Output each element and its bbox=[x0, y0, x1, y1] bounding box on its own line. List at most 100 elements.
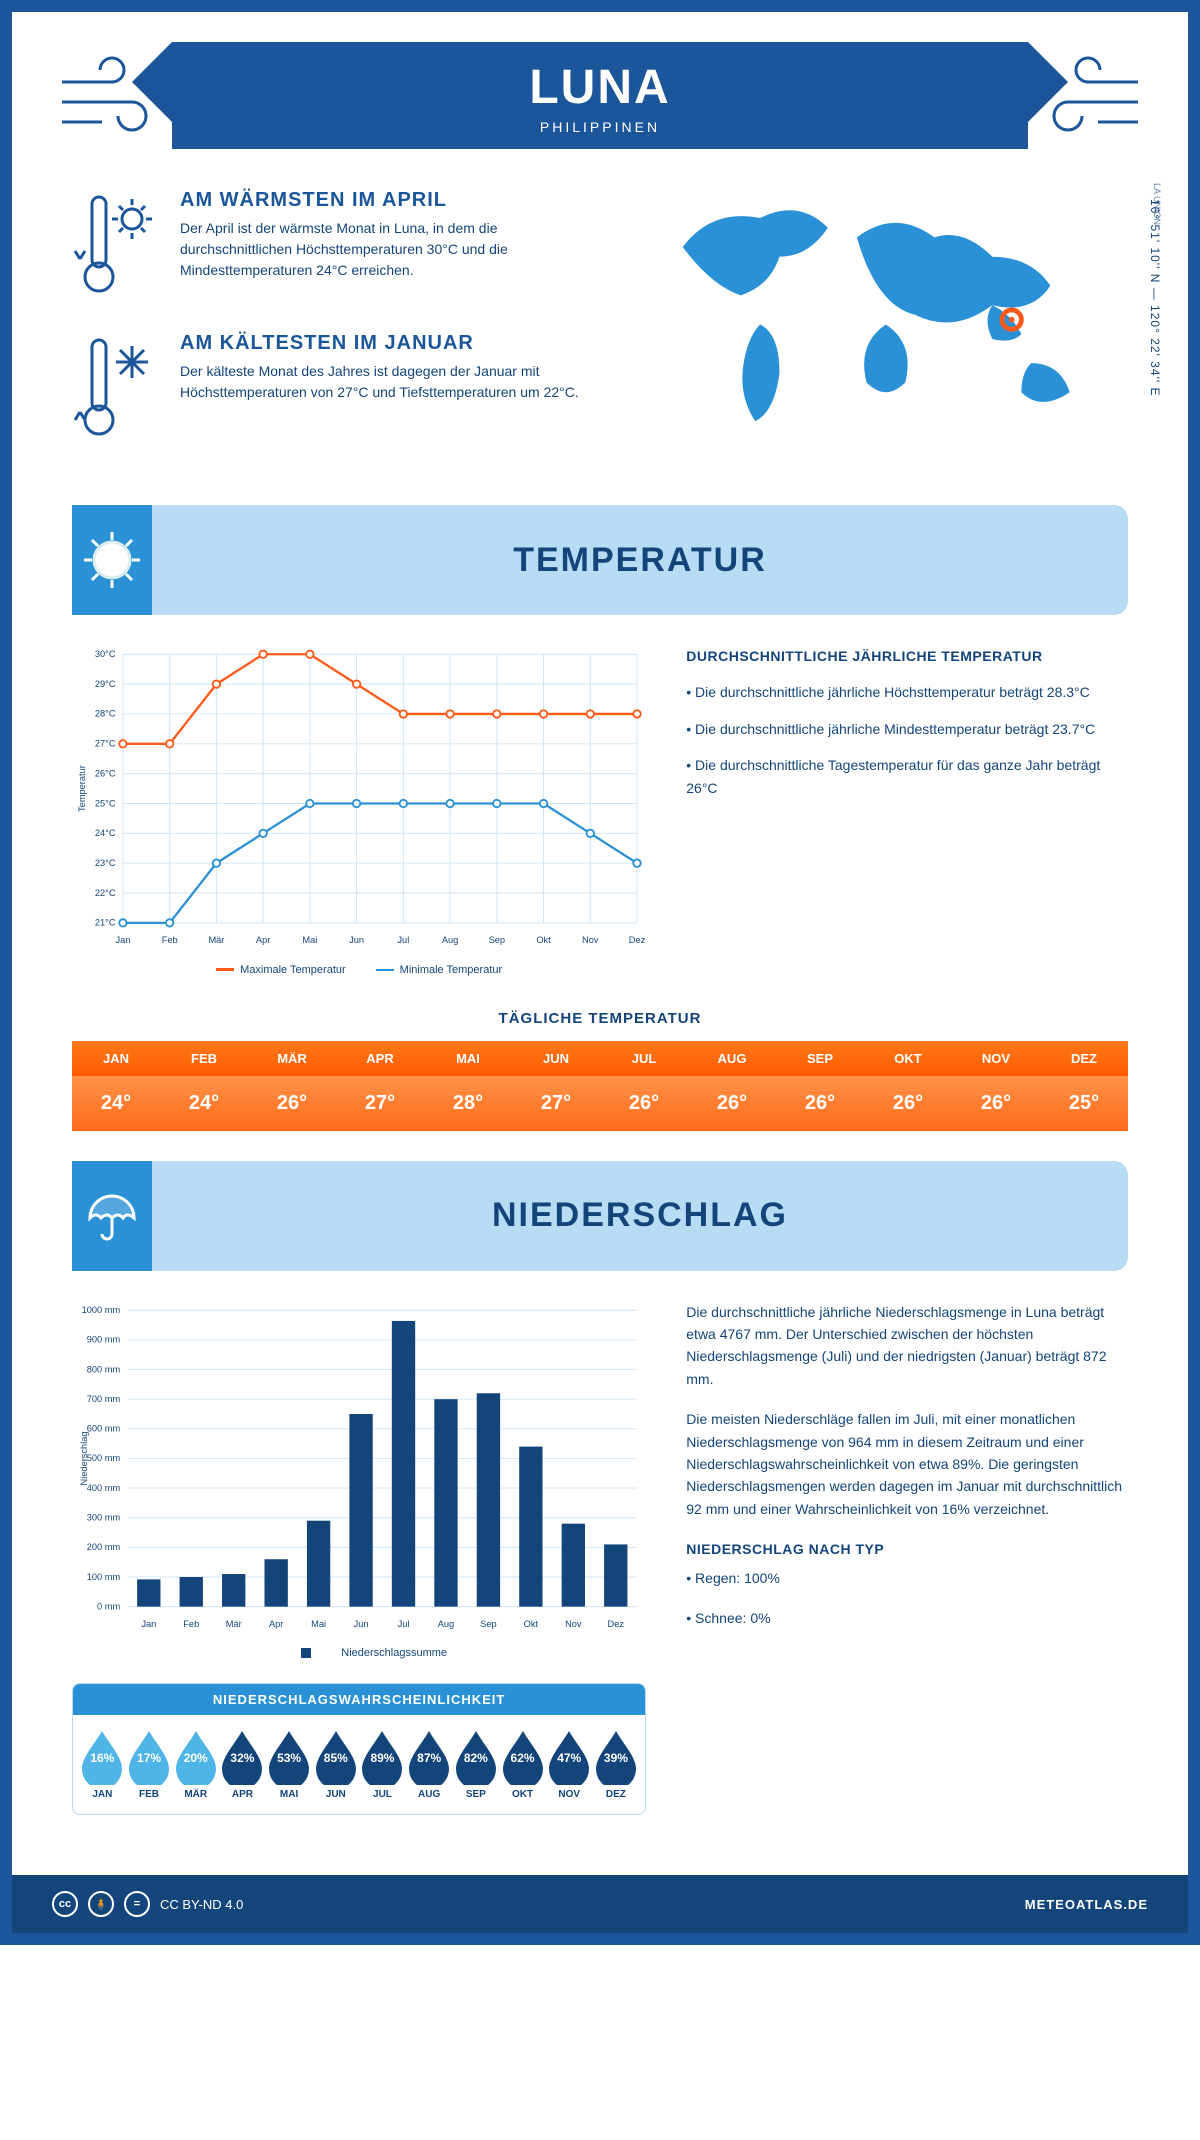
svg-text:600 mm: 600 mm bbox=[87, 1423, 121, 1433]
prob-title: NIEDERSCHLAGSWAHRSCHEINLICHKEIT bbox=[73, 1684, 645, 1715]
svg-text:Jul: Jul bbox=[398, 1619, 410, 1629]
legend-precip: Niederschlagssumme bbox=[271, 1647, 447, 1659]
svg-text:30°C: 30°C bbox=[95, 649, 116, 659]
table-cell: 26° bbox=[248, 1076, 336, 1131]
table-header: MÄR bbox=[248, 1041, 336, 1076]
page: LUNA PHILIPPINEN AM WÄRMSTEN IM APRIL De… bbox=[0, 0, 1200, 1945]
prob-drop: 32% APR bbox=[219, 1729, 266, 1800]
prob-drop: 47% NOV bbox=[546, 1729, 593, 1800]
svg-text:28°C: 28°C bbox=[95, 709, 116, 719]
table-header: APR bbox=[336, 1041, 424, 1076]
coordinates: 16° 51' 10'' N — 120° 22' 34'' E bbox=[1148, 199, 1162, 396]
umbrella-icon bbox=[84, 1188, 140, 1244]
intro-row: AM WÄRMSTEN IM APRIL Der April ist der w… bbox=[72, 189, 1128, 475]
svg-text:500 mm: 500 mm bbox=[87, 1453, 121, 1463]
svg-text:Feb: Feb bbox=[183, 1619, 199, 1629]
svg-text:200 mm: 200 mm bbox=[87, 1542, 121, 1552]
table-header: JUN bbox=[512, 1041, 600, 1076]
thermometer-snow-icon bbox=[72, 332, 162, 442]
legend-min: Minimale Temperatur bbox=[376, 964, 503, 976]
svg-text:22°C: 22°C bbox=[95, 888, 116, 898]
chart-legend: Maximale Temperatur Minimale Temperatur bbox=[72, 964, 646, 976]
svg-text:21°C: 21°C bbox=[95, 918, 116, 928]
fact-warmest: AM WÄRMSTEN IM APRIL Der April ist der w… bbox=[72, 189, 604, 304]
prob-drop: 87% AUG bbox=[406, 1729, 453, 1800]
svg-text:Sep: Sep bbox=[480, 1619, 496, 1629]
svg-text:400 mm: 400 mm bbox=[87, 1483, 121, 1493]
prob-drop: 85% JUN bbox=[313, 1729, 360, 1800]
svg-text:Okt: Okt bbox=[524, 1619, 539, 1629]
precip-type: • Regen: 100% bbox=[686, 1567, 1128, 1589]
svg-text:Apr: Apr bbox=[256, 935, 270, 945]
svg-text:Sep: Sep bbox=[489, 935, 505, 945]
precip-summary: Die durchschnittliche jährliche Niedersc… bbox=[686, 1301, 1128, 1815]
footer: cc 🧍 = CC BY-ND 4.0 METEOATLAS.DE bbox=[12, 1875, 1188, 1933]
section-title: NIEDERSCHLAG bbox=[152, 1196, 1128, 1235]
table-header: NOV bbox=[952, 1041, 1040, 1076]
svg-text:Mai: Mai bbox=[302, 935, 317, 945]
svg-text:Nov: Nov bbox=[582, 935, 599, 945]
temperature-summary: DURCHSCHNITTLICHE JÄHRLICHE TEMPERATUR •… bbox=[686, 645, 1128, 976]
svg-text:29°C: 29°C bbox=[95, 679, 116, 689]
table-header: FEB bbox=[160, 1041, 248, 1076]
prob-drop: 53% MAI bbox=[266, 1729, 313, 1800]
svg-text:Dez: Dez bbox=[629, 935, 646, 945]
svg-text:Mär: Mär bbox=[226, 1619, 242, 1629]
svg-text:Niederschlag: Niederschlag bbox=[79, 1431, 89, 1485]
prob-drop: 62% OKT bbox=[499, 1729, 546, 1800]
svg-text:Temperatur: Temperatur bbox=[77, 765, 87, 812]
svg-text:Mär: Mär bbox=[208, 935, 224, 945]
svg-text:100 mm: 100 mm bbox=[87, 1571, 121, 1581]
table-header: DEZ bbox=[1040, 1041, 1128, 1076]
table-cell: 26° bbox=[952, 1076, 1040, 1131]
prob-drop: 82% SEP bbox=[453, 1729, 500, 1800]
precip-para: Die durchschnittliche jährliche Niedersc… bbox=[686, 1301, 1128, 1391]
table-cell: 26° bbox=[776, 1076, 864, 1131]
chart-legend: Niederschlagssumme bbox=[72, 1647, 646, 1659]
svg-text:Jul: Jul bbox=[397, 935, 409, 945]
table-cell: 27° bbox=[512, 1076, 600, 1131]
svg-text:800 mm: 800 mm bbox=[87, 1364, 121, 1374]
table-cell: 26° bbox=[864, 1076, 952, 1131]
svg-text:700 mm: 700 mm bbox=[87, 1394, 121, 1404]
header-banner: LUNA PHILIPPINEN bbox=[172, 42, 1028, 149]
svg-text:Jun: Jun bbox=[349, 935, 364, 945]
by-icon: 🧍 bbox=[88, 1891, 114, 1917]
prob-drop: 39% DEZ bbox=[593, 1729, 640, 1800]
svg-text:Jan: Jan bbox=[115, 935, 130, 945]
svg-text:1000 mm: 1000 mm bbox=[82, 1305, 121, 1315]
prob-drop: 17% FEB bbox=[126, 1729, 173, 1800]
license-text: CC BY-ND 4.0 bbox=[160, 1897, 243, 1912]
table-cell: 26° bbox=[688, 1076, 776, 1131]
table-cell: 24° bbox=[160, 1076, 248, 1131]
thermometer-sun-icon bbox=[72, 189, 162, 299]
prob-drop: 16% JAN bbox=[79, 1729, 126, 1800]
precip-probability-panel: NIEDERSCHLAGSWAHRSCHEINLICHKEIT 16% JAN … bbox=[72, 1683, 646, 1815]
world-map bbox=[644, 189, 1128, 441]
svg-text:900 mm: 900 mm bbox=[87, 1334, 121, 1344]
svg-text:24°C: 24°C bbox=[95, 828, 116, 838]
table-header: JAN bbox=[72, 1041, 160, 1076]
svg-text:Apr: Apr bbox=[269, 1619, 283, 1629]
table-header: SEP bbox=[776, 1041, 864, 1076]
table-header: AUG bbox=[688, 1041, 776, 1076]
daily-temp-table: JANFEBMÄRAPRMAIJUNJULAUGSEPOKTNOVDEZ 24°… bbox=[72, 1041, 1128, 1131]
svg-text:Aug: Aug bbox=[442, 935, 458, 945]
summary-bullet: • Die durchschnittliche Tagestemperatur … bbox=[686, 754, 1128, 799]
precip-para: Die meisten Niederschläge fallen im Juli… bbox=[686, 1408, 1128, 1520]
svg-text:26°C: 26°C bbox=[95, 768, 116, 778]
svg-text:Feb: Feb bbox=[162, 935, 178, 945]
table-cell: 25° bbox=[1040, 1076, 1128, 1131]
summary-heading: DURCHSCHNITTLICHE JÄHRLICHE TEMPERATUR bbox=[686, 645, 1128, 667]
svg-text:Aug: Aug bbox=[438, 1619, 454, 1629]
svg-text:23°C: 23°C bbox=[95, 858, 116, 868]
temperature-chart: 21°C22°C23°C24°C25°C26°C27°C28°C29°C30°C… bbox=[72, 645, 646, 976]
cc-icon: cc bbox=[52, 1891, 78, 1917]
table-cell: 24° bbox=[72, 1076, 160, 1131]
svg-text:Okt: Okt bbox=[536, 935, 551, 945]
sun-icon bbox=[82, 530, 142, 590]
summary-bullet: • Die durchschnittliche jährliche Höchst… bbox=[686, 681, 1128, 703]
content: AM WÄRMSTEN IM APRIL Der April ist der w… bbox=[12, 149, 1188, 1835]
section-title: TEMPERATUR bbox=[152, 541, 1128, 580]
svg-text:Nov: Nov bbox=[565, 1619, 582, 1629]
